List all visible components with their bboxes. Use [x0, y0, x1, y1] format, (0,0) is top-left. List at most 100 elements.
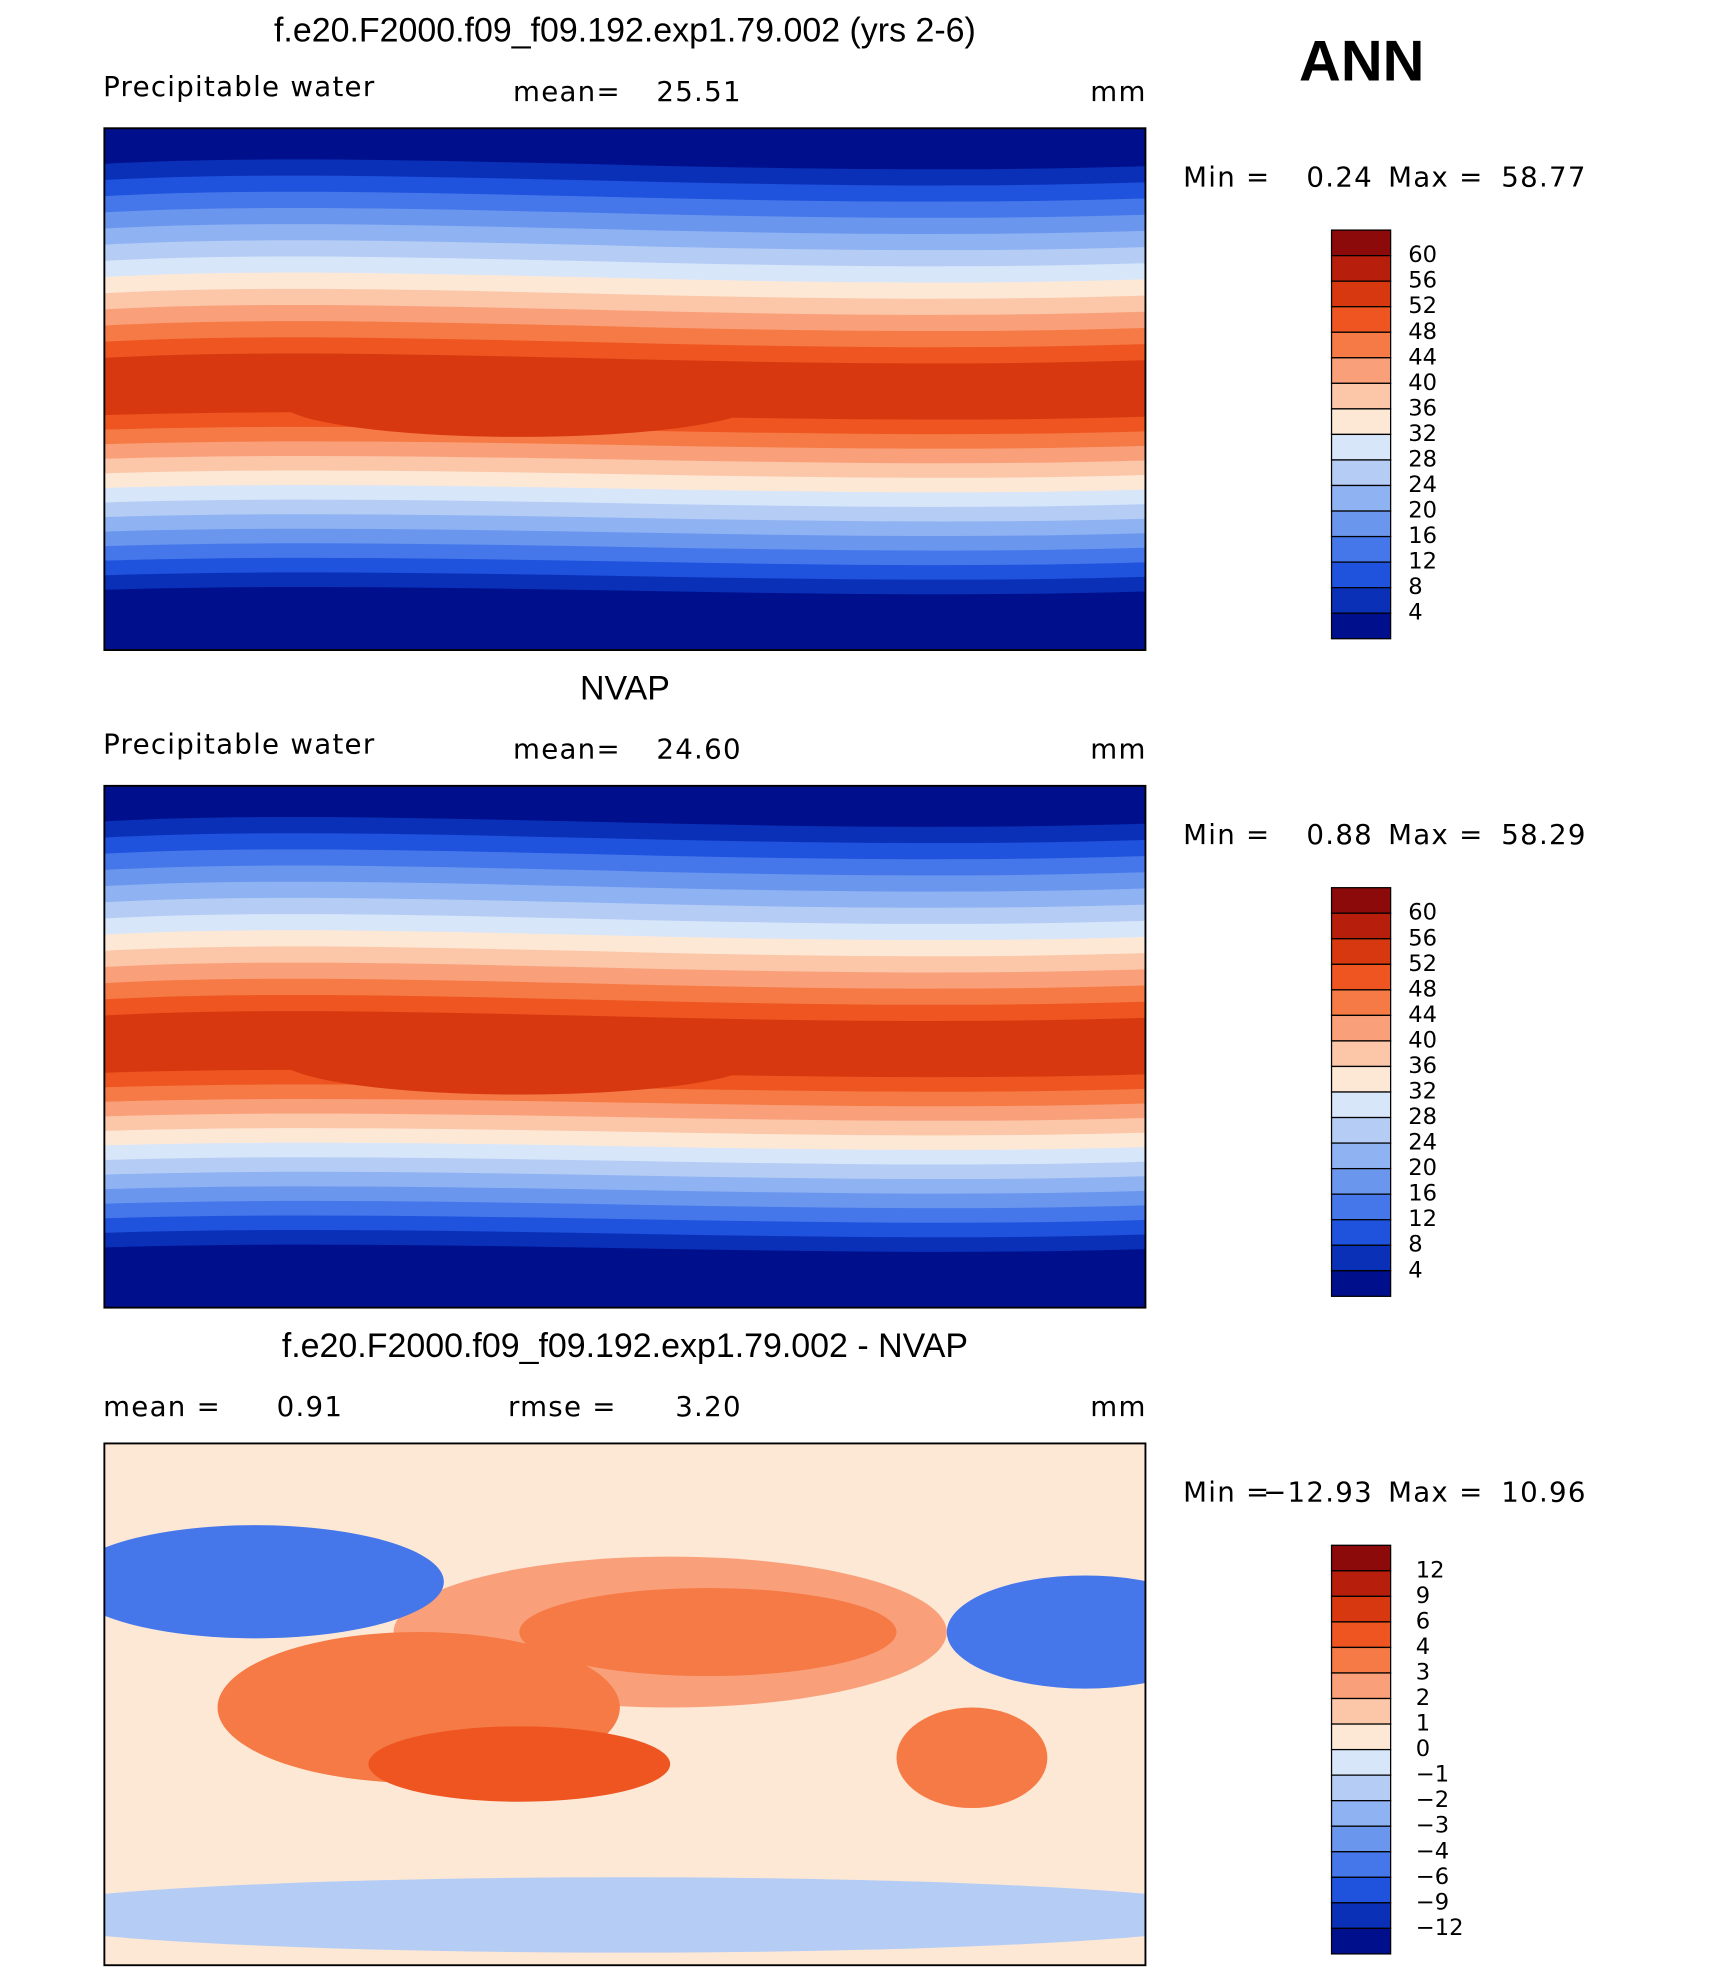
colorbar-label: 44 — [1408, 344, 1437, 370]
colorbar-label: 48 — [1408, 976, 1437, 1002]
min-value: 0.88 — [1306, 818, 1373, 851]
colorbar-label: 32 — [1408, 1079, 1437, 1105]
colorbar-label: 12 — [1408, 1206, 1437, 1232]
color-box — [1330, 989, 1392, 1017]
color-box — [1330, 1244, 1392, 1272]
max-label: Max = — [1388, 161, 1483, 194]
color-box — [1330, 1595, 1392, 1623]
blob — [946, 1575, 1146, 1689]
units: mm — [1090, 75, 1146, 108]
color-box — [1330, 1723, 1392, 1751]
map — [104, 785, 1146, 1308]
color-box — [1330, 408, 1392, 436]
panel-title: f.e20.F2000.f09_f09.192.exp1.79.002 (yrs… — [274, 12, 976, 50]
colorbar-label: 24 — [1408, 1130, 1437, 1156]
panel-title: f.e20.F2000.f09_f09.192.exp1.79.002 - NV… — [282, 1327, 968, 1365]
color-box — [1330, 963, 1392, 991]
stat-label: mean = — [103, 1390, 221, 1423]
color-box — [1330, 1825, 1392, 1853]
min-value: −12.93 — [1263, 1476, 1373, 1509]
color-box — [1330, 1697, 1392, 1725]
colorbar-label: 1 — [1416, 1711, 1430, 1737]
max-label: Max = — [1388, 818, 1483, 851]
colorbar-label: 16 — [1408, 1181, 1437, 1207]
colorbar-label: 0 — [1416, 1736, 1430, 1762]
colorbar-label: 60 — [1408, 900, 1437, 926]
color-box — [1330, 1193, 1392, 1221]
color-box — [1330, 382, 1392, 410]
min-label: Min = — [1183, 818, 1270, 851]
color-box — [1330, 255, 1392, 282]
panel-title: NVAP — [580, 669, 670, 707]
variable-name: Precipitable water — [103, 728, 375, 761]
map — [104, 1443, 1146, 1966]
units: mm — [1090, 1390, 1146, 1423]
color-box — [1330, 306, 1392, 333]
color-box — [1330, 1270, 1392, 1297]
color-box — [1330, 1902, 1392, 1930]
colorbar-label: 4 — [1408, 1257, 1422, 1283]
color-box — [1330, 1646, 1392, 1674]
colorbar-label: 56 — [1408, 268, 1437, 294]
color-box — [1330, 510, 1392, 538]
stat-value: 0.91 — [277, 1390, 344, 1423]
colorbar-label: 36 — [1408, 395, 1437, 421]
color-box — [1330, 1116, 1392, 1144]
colorbar-label: 52 — [1408, 951, 1437, 977]
color-box — [1330, 1014, 1392, 1042]
max-value: 58.29 — [1501, 818, 1586, 851]
color-box — [1330, 331, 1392, 359]
stat-label: mean= — [513, 733, 621, 766]
color-box — [1330, 280, 1392, 308]
stat-value: 24.60 — [656, 733, 741, 766]
colorbar-label: 40 — [1408, 1027, 1437, 1053]
stat-value: 3.20 — [675, 1390, 742, 1423]
blob — [368, 1726, 671, 1802]
stat-value: 25.51 — [656, 75, 741, 108]
colorbar-label: −9 — [1416, 1889, 1449, 1915]
color-box — [1330, 887, 1392, 914]
warm-pool — [280, 1024, 759, 1095]
color-box — [1330, 433, 1392, 461]
color-box — [1330, 535, 1392, 563]
colorbar-label: 20 — [1408, 1155, 1437, 1181]
map-frame — [103, 1442, 1147, 1967]
color-box — [1330, 1774, 1392, 1802]
variable-name: Precipitable water — [103, 70, 375, 103]
colorbar-label: 24 — [1408, 472, 1437, 498]
season-label: ANN — [1299, 30, 1424, 94]
colorbar-label: −4 — [1416, 1838, 1449, 1864]
colorbar-label: 9 — [1416, 1583, 1430, 1609]
colorbar-label: −6 — [1416, 1864, 1449, 1890]
map-frame — [103, 127, 1147, 651]
color-box — [1330, 561, 1392, 589]
color-box — [1330, 1544, 1392, 1572]
min-value: 0.24 — [1306, 161, 1373, 194]
color-box — [1330, 1800, 1392, 1827]
units: mm — [1090, 733, 1146, 766]
colorbar-label: 2 — [1416, 1685, 1430, 1711]
color-box — [1330, 484, 1392, 512]
color-box — [1330, 1167, 1392, 1195]
color-box — [1330, 357, 1392, 384]
blob — [896, 1707, 1048, 1809]
color-box — [1330, 1876, 1392, 1904]
stat-label: rmse = — [508, 1390, 617, 1423]
colorbar-label: 36 — [1408, 1053, 1437, 1079]
colorbar-label: 32 — [1408, 421, 1437, 447]
colorbar-label: 12 — [1408, 549, 1437, 575]
colorbar-label: 4 — [1408, 600, 1422, 626]
color-box — [1330, 459, 1392, 487]
color-box — [1330, 912, 1392, 940]
map — [104, 128, 1146, 651]
map-frame — [103, 784, 1147, 1309]
color-box — [1330, 1748, 1392, 1776]
colorbar-label: 3 — [1416, 1659, 1430, 1685]
colorbar-label: 16 — [1408, 523, 1437, 549]
colorbar-label: 12 — [1416, 1557, 1445, 1583]
blob — [104, 1525, 444, 1639]
band — [104, 1877, 1146, 1953]
color-box — [1330, 1040, 1392, 1068]
warm-pool — [280, 366, 759, 437]
